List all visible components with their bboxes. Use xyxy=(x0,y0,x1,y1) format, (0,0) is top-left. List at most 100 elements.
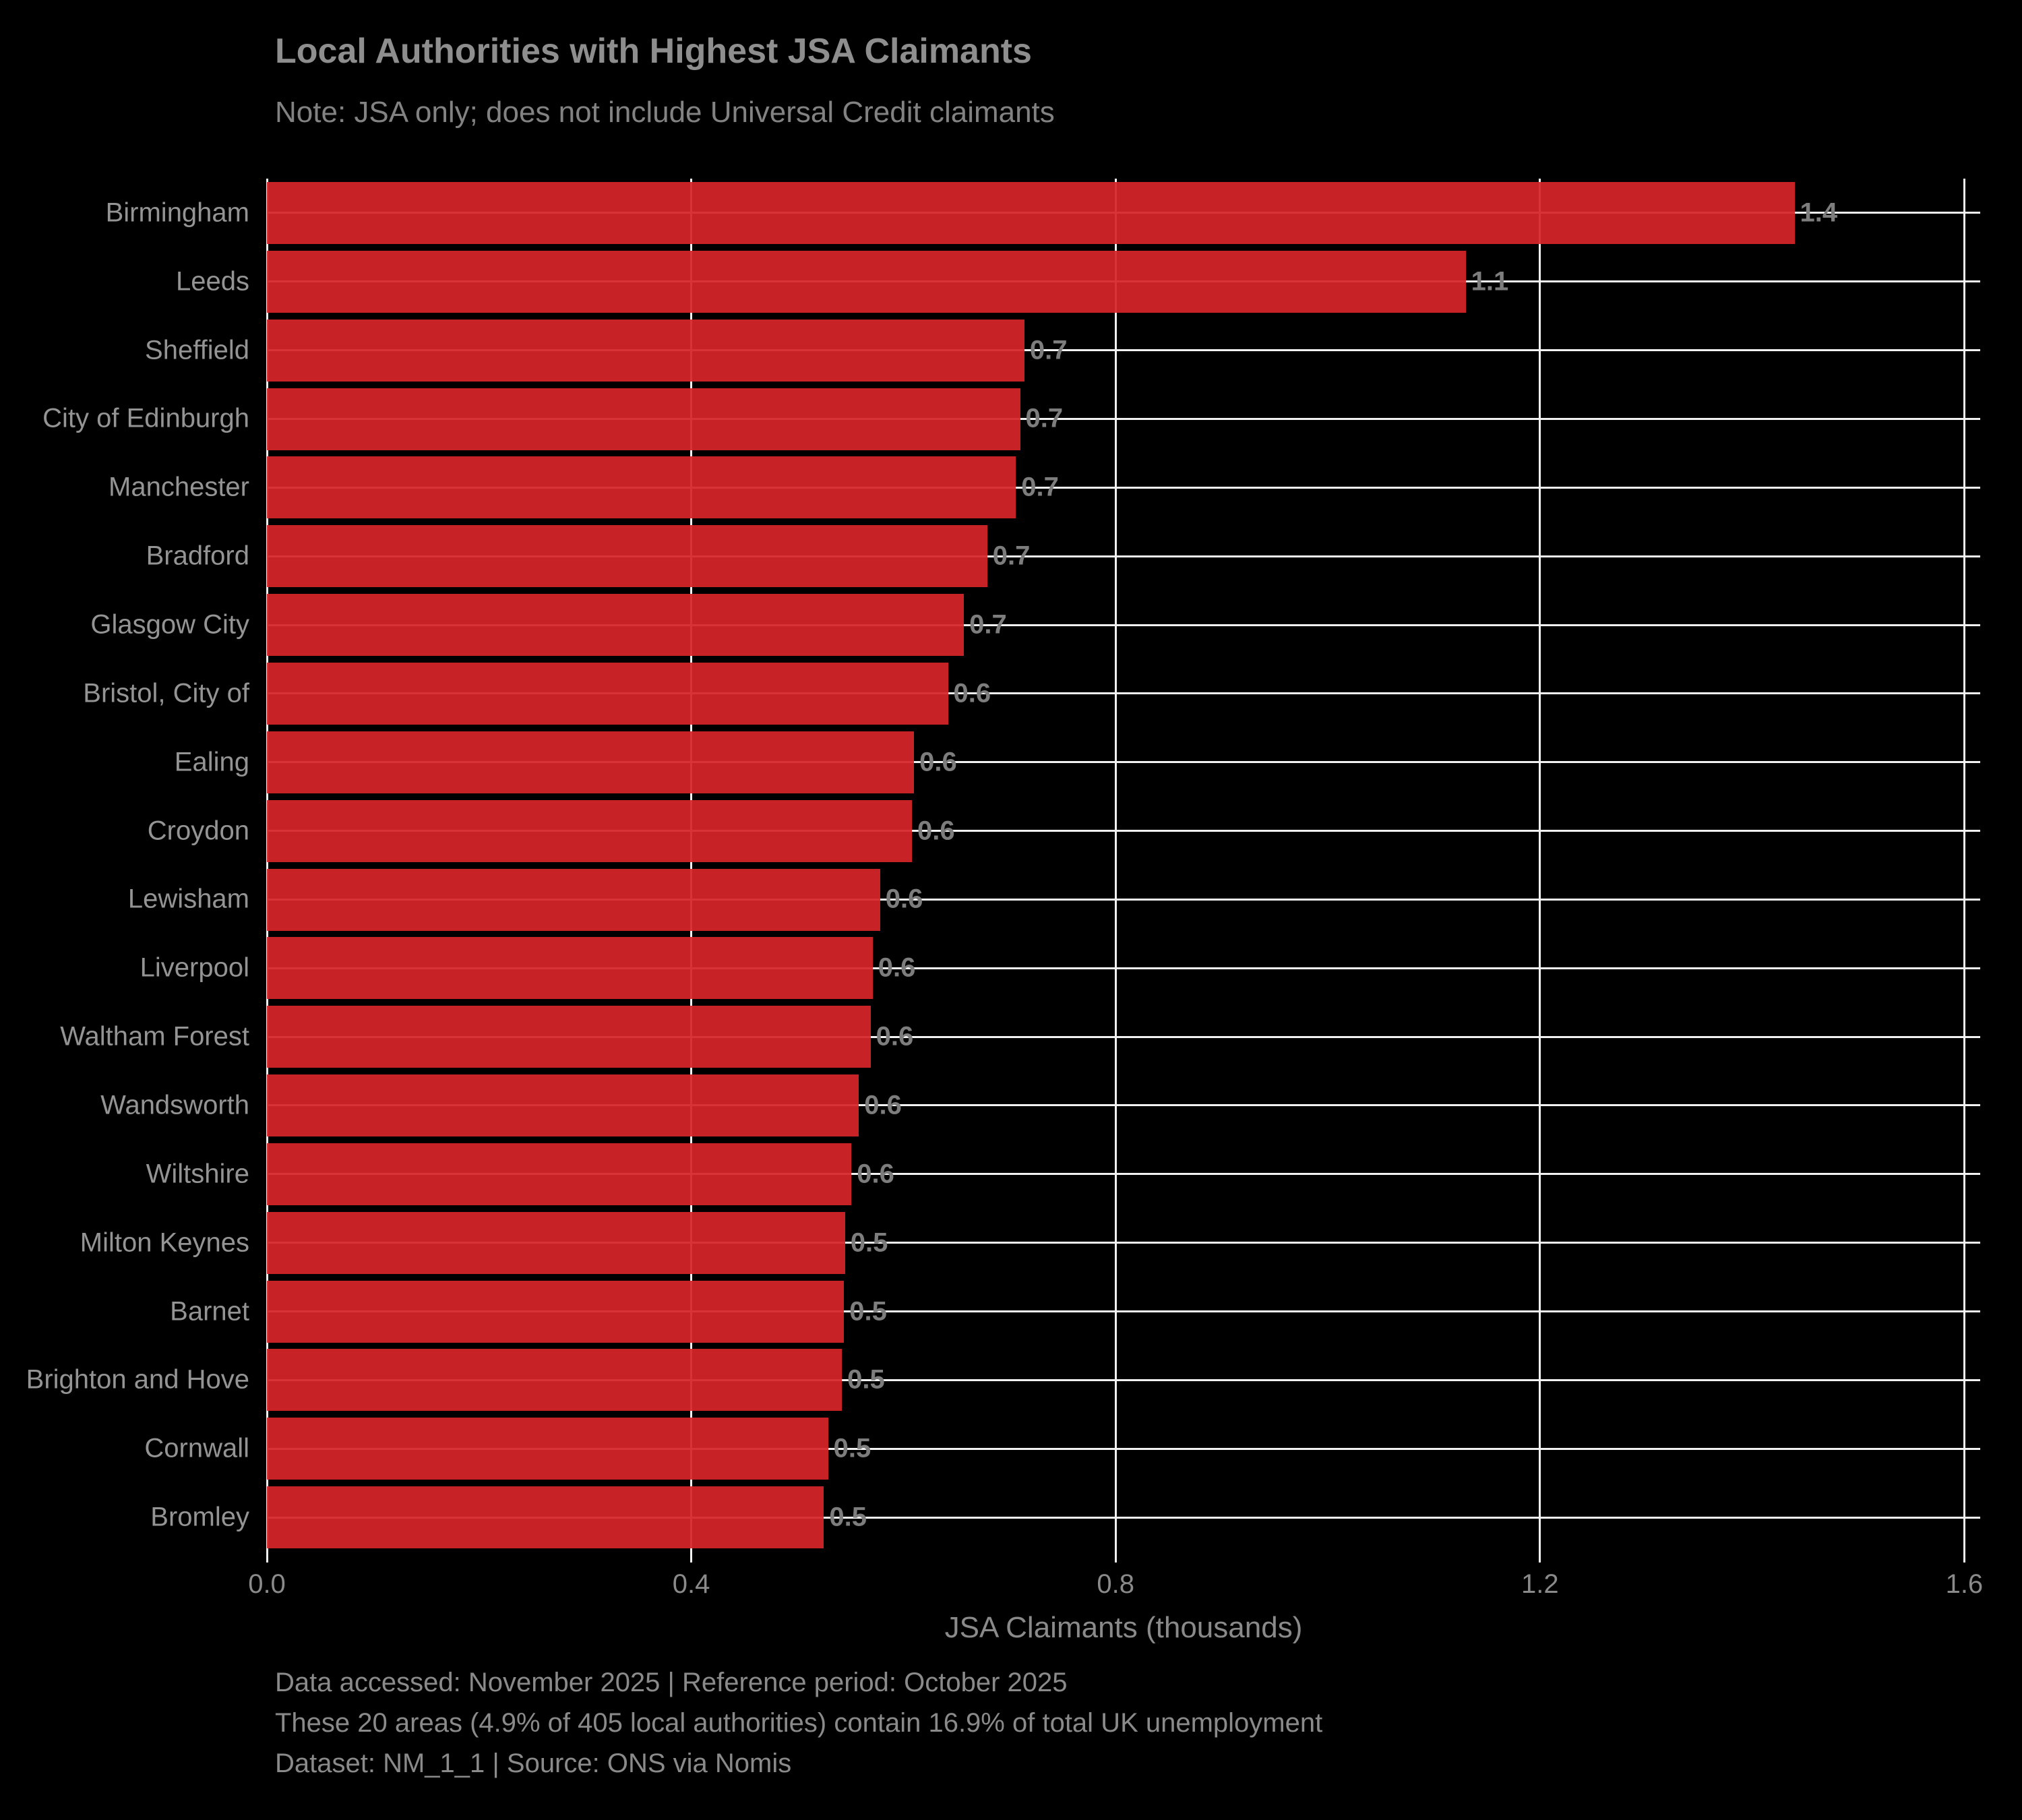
bar xyxy=(267,1418,828,1480)
value-label: 0.7 xyxy=(1029,335,1068,365)
bar-row: Birmingham 1.4 xyxy=(106,179,1980,247)
bar-row: Bristol, City of 0.6 xyxy=(83,659,1980,728)
bar-row: Sheffield 0.7 xyxy=(145,316,1980,385)
category-label: Manchester xyxy=(109,472,249,502)
bar xyxy=(267,525,987,588)
bar xyxy=(267,182,1795,244)
value-label: 0.6 xyxy=(919,747,957,777)
bar-row: Cornwall 0.5 xyxy=(144,1414,1980,1483)
bar xyxy=(267,388,1020,450)
horizontal-gridline xyxy=(267,349,1980,352)
horizontal-gridline xyxy=(267,1242,1980,1244)
horizontal-gridline xyxy=(267,1447,1980,1450)
horizontal-gridline xyxy=(267,624,1980,626)
horizontal-gridline xyxy=(267,761,1980,764)
bar xyxy=(267,799,912,862)
value-label: 0.6 xyxy=(864,1090,902,1120)
horizontal-gridline xyxy=(267,555,1980,557)
bar-row: City of Edinburgh 0.7 xyxy=(42,385,1980,454)
bar-row: Wandsworth 0.6 xyxy=(100,1071,1980,1140)
bar-row: Croydon 0.6 xyxy=(148,797,1980,866)
chart-title: Local Authorities with Highest JSA Claim… xyxy=(275,32,1032,71)
horizontal-gridline xyxy=(267,1104,1980,1107)
category-label: Lewisham xyxy=(127,884,249,914)
value-label: 0.5 xyxy=(833,1433,871,1463)
horizontal-gridline xyxy=(267,898,1980,901)
bar xyxy=(267,1349,842,1412)
value-label: 0.6 xyxy=(953,678,991,708)
bar-row: Ealing 0.6 xyxy=(175,728,1980,797)
horizontal-gridline xyxy=(267,417,1980,420)
horizontal-gridline xyxy=(267,1035,1980,1038)
category-label: Brighton and Hove xyxy=(26,1364,249,1395)
bar xyxy=(267,868,880,931)
category-label: Waltham Forest xyxy=(60,1021,249,1052)
bar-row: Milton Keynes 0.5 xyxy=(80,1209,1980,1277)
bar xyxy=(267,1280,845,1343)
value-label: 0.7 xyxy=(1021,472,1059,502)
category-label: Milton Keynes xyxy=(80,1227,249,1258)
category-label: Leeds xyxy=(176,266,249,297)
bar-row: Glasgow City 0.7 xyxy=(90,590,1980,659)
category-label: Bradford xyxy=(146,541,249,571)
x-tick-label: 0.8 xyxy=(1097,1569,1134,1599)
bar xyxy=(267,731,915,793)
bar-row: Lewisham 0.6 xyxy=(128,866,1980,934)
vertical-gridline xyxy=(1114,179,1117,1563)
value-label: 0.5 xyxy=(847,1364,885,1395)
plot-area: 0.0 0.4 0.8 1.2 1.6 Birmingham 1.4 Leeds 1.1… xyxy=(26,179,1983,1599)
bar-row: Bradford 0.7 xyxy=(146,522,1980,590)
vertical-gridline xyxy=(1963,179,1965,1563)
vertical-gridline xyxy=(1539,179,1541,1563)
x-axis-label: JSA Claimants (thousands) xyxy=(944,1611,1303,1644)
x-tick-label: 0.4 xyxy=(672,1569,710,1599)
bar-row: Barnet 0.5 xyxy=(170,1277,1980,1346)
bar-row: Manchester 0.7 xyxy=(109,453,1980,522)
value-label: 0.5 xyxy=(850,1227,888,1258)
x-tick-label: 1.2 xyxy=(1521,1569,1559,1599)
category-label: Ealing xyxy=(174,747,249,777)
value-label: 0.6 xyxy=(876,1021,914,1052)
category-label: Glasgow City xyxy=(90,609,249,640)
horizontal-gridline xyxy=(267,1173,1980,1176)
category-label: Bromley xyxy=(150,1502,249,1532)
category-label: Croydon xyxy=(147,816,249,846)
value-label: 0.7 xyxy=(1025,403,1064,433)
horizontal-gridline xyxy=(267,1310,1980,1313)
category-label: Liverpool xyxy=(140,952,249,983)
value-label: 0.6 xyxy=(917,816,955,846)
bar xyxy=(267,1074,859,1137)
bar-row: Waltham Forest 0.6 xyxy=(60,1002,1980,1071)
category-label: Sheffield xyxy=(145,335,249,365)
horizontal-gridline xyxy=(267,967,1980,969)
bar xyxy=(267,250,1466,313)
horizontal-gridline xyxy=(267,1516,1980,1519)
value-label: 0.5 xyxy=(849,1296,887,1327)
chart-subtitle: Note: JSA only; does not include Univers… xyxy=(275,96,1055,129)
value-label: 0.6 xyxy=(878,952,916,983)
horizontal-gridline xyxy=(267,486,1980,489)
horizontal-gridline xyxy=(267,830,1980,832)
value-label: 1.1 xyxy=(1471,266,1509,297)
category-label: Barnet xyxy=(170,1296,249,1327)
value-label: 1.4 xyxy=(1800,198,1838,228)
footer-line-accessed: Data accessed: November 2025 | Reference… xyxy=(275,1668,1068,1697)
category-label: Bristol, City of xyxy=(83,678,249,708)
x-tick-label: 0.0 xyxy=(248,1569,286,1599)
footer-notes: Data accessed: November 2025 | Reference… xyxy=(275,1662,1322,1784)
bar xyxy=(267,662,948,725)
footer-line-coverage: These 20 areas (4.9% of 405 local author… xyxy=(275,1708,1323,1738)
bar xyxy=(267,937,873,1000)
value-label: 0.7 xyxy=(969,609,1007,640)
category-label: Wandsworth xyxy=(100,1090,249,1120)
horizontal-gridline xyxy=(267,692,1980,695)
value-label: 0.7 xyxy=(992,541,1031,571)
bar-row: Liverpool 0.6 xyxy=(140,934,1980,1002)
bar xyxy=(267,1211,845,1274)
value-label: 0.5 xyxy=(829,1502,867,1532)
horizontal-gridline xyxy=(267,1378,1980,1381)
bar xyxy=(267,319,1024,382)
bar xyxy=(267,594,964,657)
bar-row: Wiltshire 0.6 xyxy=(146,1140,1980,1209)
